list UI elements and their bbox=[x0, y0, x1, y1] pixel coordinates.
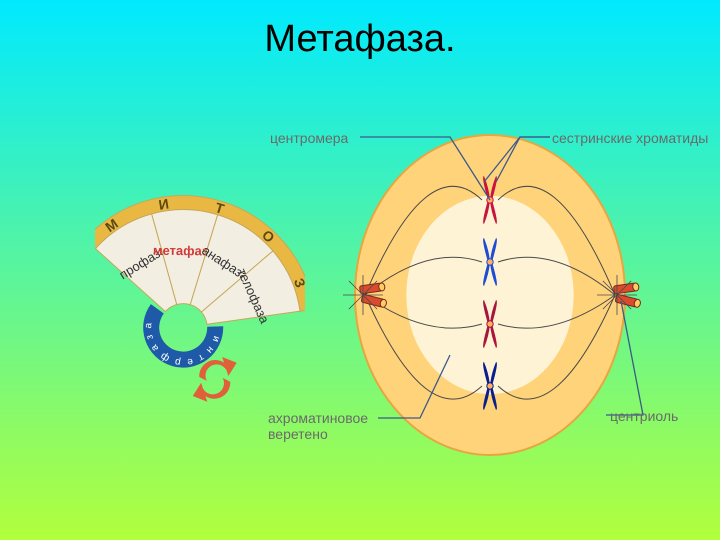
centromere-dot bbox=[487, 321, 493, 327]
cycle-diagram: МИТОЗпрофазаметафазаанафазателофазаи н т… bbox=[95, 185, 305, 415]
label-centriole: центриоль bbox=[610, 408, 678, 424]
cell-cytoplasm bbox=[406, 196, 573, 394]
label-chromatids: сестринские хроматиды bbox=[552, 130, 708, 146]
centromere-dot bbox=[487, 383, 493, 389]
label-centromere: центромера bbox=[270, 130, 348, 146]
centromere-dot bbox=[487, 259, 493, 265]
